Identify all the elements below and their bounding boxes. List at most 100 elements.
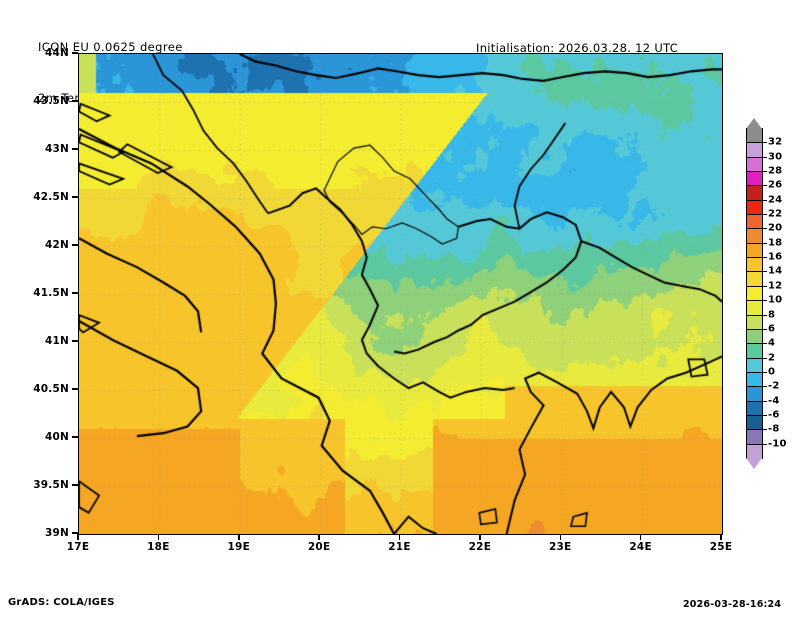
coastline-and-border-overlay [79,54,722,534]
colorbar-swatch [746,156,763,172]
colorbar-tick-mark [763,343,767,345]
colorbar-swatch [746,185,763,201]
colorbar-swatch [746,171,763,186]
colorbar-tick-mark [763,156,767,158]
colorbar-tick-label: -6 [768,409,780,421]
colorbar-separator [746,314,763,316]
y-tick-label: 42.5N [33,191,69,203]
y-tick-label: 40N [45,431,69,443]
y-tick-label: 41.5N [33,287,69,299]
colorbar-tick-label: -8 [768,423,780,435]
colorbar-tick-mark [763,242,767,244]
colorbar-swatch [746,371,763,387]
colorbar-separator [746,271,763,273]
colorbar-swatch [746,257,763,273]
colorbar-swatch [746,285,763,301]
colorbar-tick-label: -4 [768,395,780,407]
colorbar-separator [746,257,763,259]
colorbar-separator [746,228,763,230]
colorbar-tick-mark [763,314,767,316]
x-tick-label: 18E [147,541,170,553]
x-tick-label: 24E [629,541,652,553]
colorbar-tick-mark [763,185,767,187]
colorbar-separator [746,371,763,373]
y-tick-label: 43N [45,143,69,155]
colorbar-tick-mark [763,400,767,402]
colorbar-separator [746,386,763,388]
colorbar-swatch [746,314,763,330]
colorbar-tick-label: -10 [768,438,787,450]
colorbar-swatch [746,300,763,316]
y-tick-label: 39N [45,527,69,539]
colorbar-tick-mark [763,228,767,230]
colorbar-separator [746,185,763,187]
colorbar-tick-label: 14 [768,265,783,277]
colorbar-tick-label: 2 [768,352,776,364]
colorbar-separator [746,400,763,402]
colorbar-tick-label: 26 [768,179,783,191]
colorbar-tick-mark [763,271,767,273]
map-plot-area[interactable] [78,53,723,535]
colorbar-separator [746,156,763,158]
model-name-line: ICON EU 0.0625 degree [38,40,183,54]
colorbar-swatch [746,228,763,244]
colorbar-separator [746,199,763,201]
colorbar-tick-mark [763,414,767,416]
colorbar-tick-mark [763,214,767,216]
colorbar-tick-label: 0 [768,366,776,378]
colorbar-separator [746,285,763,287]
colorbar-swatch [746,242,763,258]
colorbar-tick-mark [763,429,767,431]
colorbar-tick-label: 12 [768,280,783,292]
colorbar-separator [746,171,763,173]
colorbar-tick-mark [763,328,767,330]
x-tick-label: 22E [468,541,492,553]
colorbar-tick-label: 16 [768,251,783,263]
colorbar-separator [746,300,763,302]
colorbar-separator [746,357,763,359]
x-tick-label: 20E [307,541,331,553]
colorbar-tick-mark [763,443,767,445]
temperature-colorbar[interactable] [746,128,763,459]
colorbar-over-arrow [746,118,762,129]
x-tick-label: 23E [549,541,572,553]
colorbar-tick-mark [763,300,767,302]
colorbar-tick-label: 4 [768,337,776,349]
colorbar-swatch [746,443,763,459]
colorbar-swatch [746,400,763,416]
y-tick-label: 39.5N [33,479,69,491]
initialisation-line: Initialisation: 2026.03.28. 12 UTC [476,41,679,55]
colorbar-tick-label: 10 [768,294,783,306]
colorbar-tick-label: 28 [768,165,783,177]
colorbar-tick-label: -2 [768,380,780,392]
colorbar-tick-label: 30 [768,151,783,163]
colorbar-swatch [746,414,763,430]
colorbar-separator [746,242,763,244]
colorbar-tick-label: 8 [768,309,776,321]
x-tick-label: 25E [709,541,733,553]
colorbar-swatch [746,328,763,344]
colorbar-tick-mark [763,357,767,359]
colorbar-tick-label: 18 [768,237,783,249]
colorbar-separator [746,214,763,216]
y-tick-label: 42N [45,239,69,251]
colorbar-tick-mark [763,142,767,144]
colorbar-tick-mark [763,171,767,173]
colorbar-tick-label: 24 [768,194,783,206]
colorbar-tick-mark [763,199,767,201]
colorbar-tick-label: 22 [768,208,783,220]
colorbar-swatch [746,271,763,287]
colorbar-swatch [746,142,763,158]
colorbar-separator [746,443,763,445]
colorbar-swatch [746,128,763,143]
colorbar-swatch [746,343,763,359]
grads-credit: GrADS: COLA/IGES [8,597,115,608]
colorbar-tick-mark [763,285,767,287]
x-tick-label: 17E [66,541,90,553]
colorbar-tick-mark [763,257,767,259]
colorbar-swatch [746,429,763,445]
colorbar-separator [746,343,763,345]
colorbar-swatch [746,214,763,230]
colorbar-tick-label: 20 [768,222,783,234]
colorbar-tick-label: 6 [768,323,776,335]
